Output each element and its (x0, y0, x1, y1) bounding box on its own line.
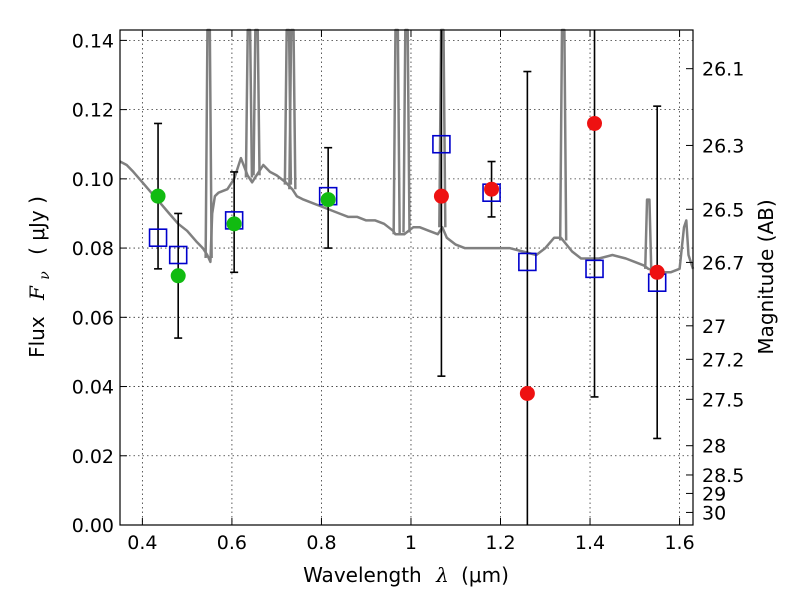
y-axis-label-units: ( μJy ) (25, 196, 49, 255)
x-tick-label: 0.6 (217, 532, 247, 554)
y-tick-label: 0.06 (72, 307, 114, 329)
mag-tick-label: 27 (702, 316, 726, 338)
model-photometry-square (148, 228, 168, 247)
x-tick-label: 1.4 (575, 532, 605, 554)
mag-tick-label: 27.5 (702, 389, 744, 411)
y2-axis-label: Magnitude (AB) (754, 199, 778, 354)
axes: 0.4 0.6 0.8 1 1.2 1.4 1.6 0.00 0.02 0.04 0.06 0.08 0… (72, 30, 744, 554)
optical-photometry-point (226, 216, 242, 232)
grid (120, 30, 693, 526)
x-tick-label: 0.4 (127, 532, 157, 554)
y-axis-label-subscript: ν (37, 271, 53, 280)
emission-line-spike (643, 198, 653, 269)
infrared-photometry-point (433, 188, 449, 204)
mag-tick-label: 28 (702, 436, 726, 458)
optical-photometry-point (170, 268, 186, 284)
infrared-photometry-point (587, 115, 603, 131)
x-tick-label: 1 (405, 532, 417, 554)
y-tick-label: 0.08 (72, 238, 114, 260)
optical-photometry-point (320, 192, 336, 208)
mag-tick-label: 26.3 (702, 135, 744, 157)
x-tick-label: 0.8 (306, 532, 336, 554)
mag-tick-label: 27.2 (702, 349, 744, 371)
plot-frame (119, 29, 694, 526)
mag-tick-label: 26.5 (702, 199, 744, 221)
mag-tick-label: 30 (702, 502, 726, 524)
y-tick-label: 0.10 (72, 169, 114, 191)
y-tick-label: 0.12 (72, 100, 114, 122)
y-tick-label: 0.00 (72, 515, 114, 537)
x-axis-label-units: (μm) (461, 563, 509, 587)
y-axis-label-symbol: F (25, 285, 49, 301)
model-photometry-square (168, 245, 188, 265)
y-tick-label: 0.02 (72, 446, 114, 468)
y-axis-label-text: Flux (25, 316, 49, 358)
x-axis-label: Wavelength λ (μm) (303, 563, 509, 587)
mag-tick-label: 26.1 (702, 59, 744, 81)
x-axis-label-text: Wavelength (303, 563, 422, 587)
mag-tick-label: 26.7 (702, 252, 744, 274)
y-tick-label: 0.14 (72, 30, 114, 52)
model-photometry-square (585, 259, 604, 279)
model-photometry-square (432, 134, 451, 154)
x-axis-label-symbol: λ (435, 563, 449, 587)
infrared-photometry-point (649, 264, 665, 280)
x-tick-label: 1.6 (664, 532, 694, 554)
mag-tick-label: 29 (702, 483, 726, 505)
x-tick-label: 1.2 (485, 532, 515, 554)
optical-photometry-point (150, 188, 166, 204)
infrared-photometry-point (519, 385, 535, 401)
infrared-photometry-point (484, 181, 500, 197)
y-tick-label: 0.04 (72, 377, 114, 399)
y-axis-label: Flux F ν ( μJy ) (25, 196, 54, 358)
mag-tick-label: 28.5 (702, 465, 744, 487)
model-photometry-square (518, 252, 537, 272)
